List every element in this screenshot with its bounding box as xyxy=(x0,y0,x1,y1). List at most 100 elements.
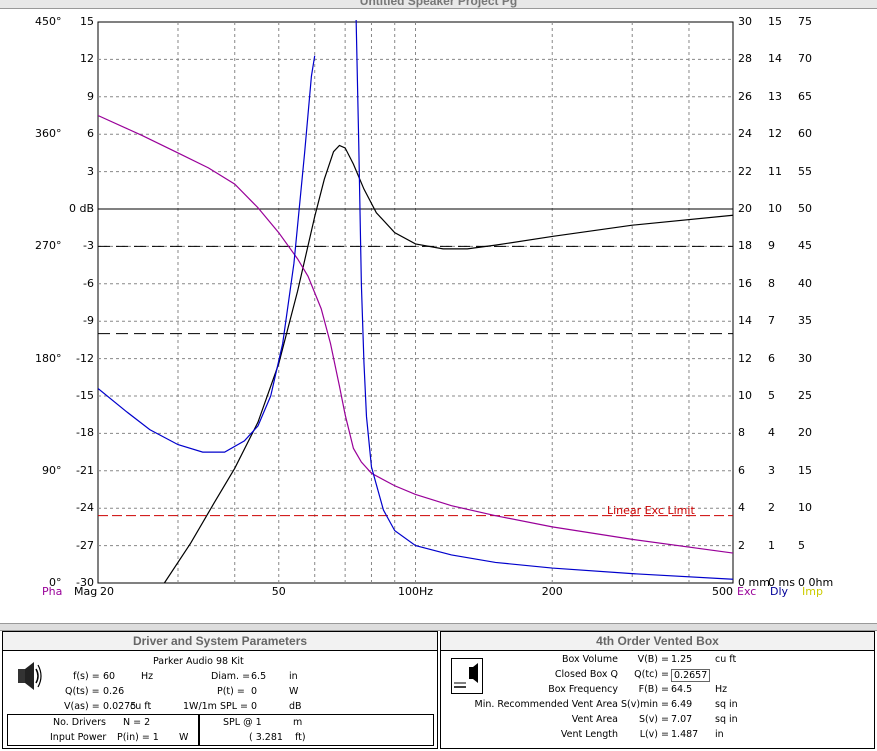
x-tick-label: 500 xyxy=(712,585,733,598)
vented-box-icon[interactable] xyxy=(451,658,483,694)
box-panel: 4th Order Vented Box Box Volume V(B) = 1.2… xyxy=(440,631,875,749)
exc-tick-label: 20 xyxy=(738,202,752,215)
imp-tick-label: 60 xyxy=(798,127,812,141)
imp-tick-label: 45 xyxy=(798,239,812,253)
exc-tick-label: 8 xyxy=(738,426,745,440)
mag-tick-label: -18 xyxy=(76,426,94,440)
exc-tick-label: 12 xyxy=(738,351,752,365)
driver-name[interactable]: Parker Audio 98 Kit xyxy=(153,656,244,667)
imp-tick-label: 70 xyxy=(798,52,812,66)
box-row-value[interactable]: 1.25 xyxy=(671,654,693,665)
exc-axis-name: Exc xyxy=(737,585,757,598)
box-row-symbol: Q(tc) = xyxy=(634,669,669,680)
diam-value[interactable]: 6.5 xyxy=(251,671,267,682)
splat-ft-unit: ft) xyxy=(295,732,306,743)
box-row-label: Vent Area xyxy=(571,714,618,725)
x-tick-label: 50 xyxy=(271,585,286,598)
box-row-value[interactable]: 7.07 xyxy=(671,714,693,725)
power-value[interactable]: P(in) = 1 xyxy=(117,732,159,743)
mag-tick-label: -12 xyxy=(76,351,94,365)
x-tick-label: 100Hz xyxy=(398,585,434,598)
exc-tick-label: 0 mm xyxy=(738,576,770,589)
qts-label: Q(ts) = xyxy=(65,686,100,697)
exc-tick-label: 24 xyxy=(738,127,752,141)
imp-tick-label: 40 xyxy=(798,276,812,290)
window-title: Untitled Speaker Project Pg xyxy=(359,0,518,8)
box-row-unit: cu ft xyxy=(715,654,737,665)
mag-tick-label: 9 xyxy=(87,89,94,103)
pt-label: P(t) = xyxy=(217,686,245,697)
exc-tick-label: 2 xyxy=(738,538,745,552)
splat-label[interactable]: SPL @ 1 xyxy=(223,717,262,728)
box-row-value[interactable]: 6.49 xyxy=(671,699,693,710)
spl-label: 1W/1m SPL = xyxy=(183,701,248,712)
delay-tick-label: 4 xyxy=(768,426,775,440)
box-row-symbol: L(v) = xyxy=(639,729,669,740)
window-titlebar[interactable]: Untitled Speaker Project Pg xyxy=(0,0,877,9)
imp-tick-label: 55 xyxy=(798,164,812,178)
mag-axis-name: Mag xyxy=(74,585,98,598)
delay-tick-label: 2 xyxy=(768,501,775,515)
vas-value[interactable]: 0.0275 xyxy=(103,701,137,712)
delay-axis-name: Dly xyxy=(770,585,789,598)
mag-tick-label: -24 xyxy=(76,501,94,515)
delay-tick-label: 9 xyxy=(768,239,775,253)
imp-tick-label: 15 xyxy=(798,463,812,477)
phase-tick-label: 270° xyxy=(35,239,62,253)
imp-tick-label: 35 xyxy=(798,314,812,328)
exc-tick-label: 16 xyxy=(738,276,752,290)
phase-curve xyxy=(98,114,733,554)
exc-tick-label: 22 xyxy=(738,164,752,178)
mag-tick-label: -6 xyxy=(83,276,94,290)
delay-tick-label: 8 xyxy=(768,276,775,290)
power-label: Input Power xyxy=(50,732,107,743)
phase-tick-label: 360° xyxy=(35,127,62,141)
exc-tick-label: 28 xyxy=(738,52,752,66)
qts-value[interactable]: 0.26 xyxy=(103,686,125,697)
imp-tick-label: 5 xyxy=(798,538,805,552)
phase-axis-name: Pha xyxy=(42,585,63,598)
speaker-icon[interactable] xyxy=(15,660,43,692)
box-row-label: Box Frequency xyxy=(548,684,618,695)
delay-tick-label: 6 xyxy=(768,351,775,365)
box-row-value[interactable]: 0.2657 xyxy=(671,669,711,682)
mag-tick-label: -15 xyxy=(76,389,94,402)
vas-label: V(as) = xyxy=(64,701,100,712)
box-row-symbol: S(v)min = xyxy=(621,699,669,710)
spl-value[interactable]: 0 xyxy=(251,701,258,712)
drivers-value[interactable]: N = 2 xyxy=(123,717,151,728)
exc-tick-label: 4 xyxy=(738,501,745,515)
vas-unit: cu ft xyxy=(130,701,152,712)
box-row-symbol: V(B) = xyxy=(637,654,669,665)
drivers-label: No. Drivers xyxy=(53,717,106,728)
phase-tick-label: 450° xyxy=(35,15,62,28)
exc-tick-label: 14 xyxy=(738,314,752,328)
imp-tick-label: 65 xyxy=(798,89,812,103)
mag-tick-label: 3 xyxy=(87,164,94,178)
fs-unit: Hz xyxy=(141,671,154,682)
imp-tick-label: 0 0hm xyxy=(798,576,834,589)
pt-value[interactable]: 0 xyxy=(251,686,258,697)
pt-unit: W xyxy=(289,686,299,697)
mag-tick-label: -27 xyxy=(76,538,94,552)
box-row-label: Closed Box Q xyxy=(554,669,618,680)
response-chart xyxy=(97,20,734,584)
imp-tick-label: 20 xyxy=(798,426,812,440)
delay-tick-label: 7 xyxy=(768,314,775,328)
box-row-label: Box Volume xyxy=(561,654,618,665)
box-row-value[interactable]: 64.5 xyxy=(671,684,693,695)
imp-tick-label: 50 xyxy=(798,202,812,215)
box-row-unit: sq in xyxy=(715,714,738,725)
box-row-symbol: S(v) = xyxy=(638,714,669,725)
delay-tick-label: 1 xyxy=(768,538,775,552)
mag-tick-label: -30 xyxy=(76,576,94,589)
box-row-value[interactable]: 1.487 xyxy=(671,729,699,740)
imp-tick-label: 30 xyxy=(798,351,812,365)
driver-panel-title: Driver and System Parameters xyxy=(3,632,437,651)
mag-tick-label: -21 xyxy=(76,463,94,477)
exc-tick-label: 10 xyxy=(738,389,752,402)
fs-value[interactable]: 60 xyxy=(103,671,116,682)
drivers-box xyxy=(7,714,199,746)
exc-tick-label: 26 xyxy=(738,89,752,103)
splat-ft: ( 3.281 xyxy=(249,732,283,743)
